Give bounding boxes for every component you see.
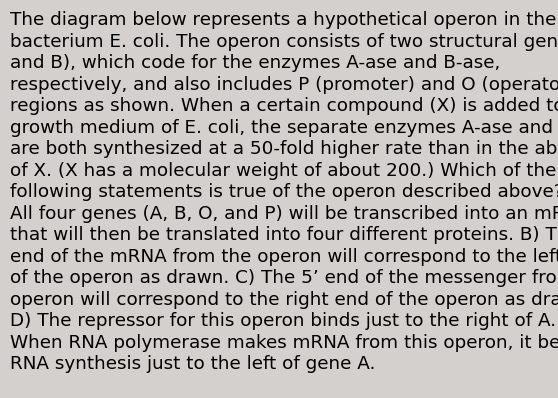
Text: of X. (X has a molecular weight of about 200.) Which of the: of X. (X has a molecular weight of about… <box>10 162 556 179</box>
Text: respectively, and also includes P (promoter) and O (operator): respectively, and also includes P (promo… <box>10 76 558 94</box>
Text: growth medium of E. coli, the separate enzymes A-ase and B-ase: growth medium of E. coli, the separate e… <box>10 119 558 137</box>
Text: are both synthesized at a 50-fold higher rate than in the absence: are both synthesized at a 50-fold higher… <box>10 140 558 158</box>
Text: All four genes (A, B, O, and P) will be transcribed into an mRNA: All four genes (A, B, O, and P) will be … <box>10 205 558 222</box>
Text: that will then be translated into four different proteins. B) The 3’: that will then be translated into four d… <box>10 226 558 244</box>
Text: of the operon as drawn. C) The 5’ end of the messenger from this: of the operon as drawn. C) The 5’ end of… <box>10 269 558 287</box>
Text: RNA synthesis just to the left of gene A.: RNA synthesis just to the left of gene A… <box>10 355 376 373</box>
Text: following statements is true of the operon described above? A): following statements is true of the oper… <box>10 183 558 201</box>
Text: regions as shown. When a certain compound (X) is added to the: regions as shown. When a certain compoun… <box>10 97 558 115</box>
Text: bacterium E. coli. The operon consists of two structural genes (A: bacterium E. coli. The operon consists o… <box>10 33 558 51</box>
Text: When RNA polymerase makes mRNA from this operon, it begins: When RNA polymerase makes mRNA from this… <box>10 334 558 351</box>
Text: and B), which code for the enzymes A-ase and B-ase,: and B), which code for the enzymes A-ase… <box>10 54 501 72</box>
Text: operon will correspond to the right end of the operon as drawn.: operon will correspond to the right end … <box>10 291 558 308</box>
Text: The diagram below represents a hypothetical operon in the: The diagram below represents a hypotheti… <box>10 11 556 29</box>
Text: end of the mRNA from the operon will correspond to the left end: end of the mRNA from the operon will cor… <box>10 248 558 265</box>
Text: D) The repressor for this operon binds just to the right of A. E): D) The repressor for this operon binds j… <box>10 312 558 330</box>
